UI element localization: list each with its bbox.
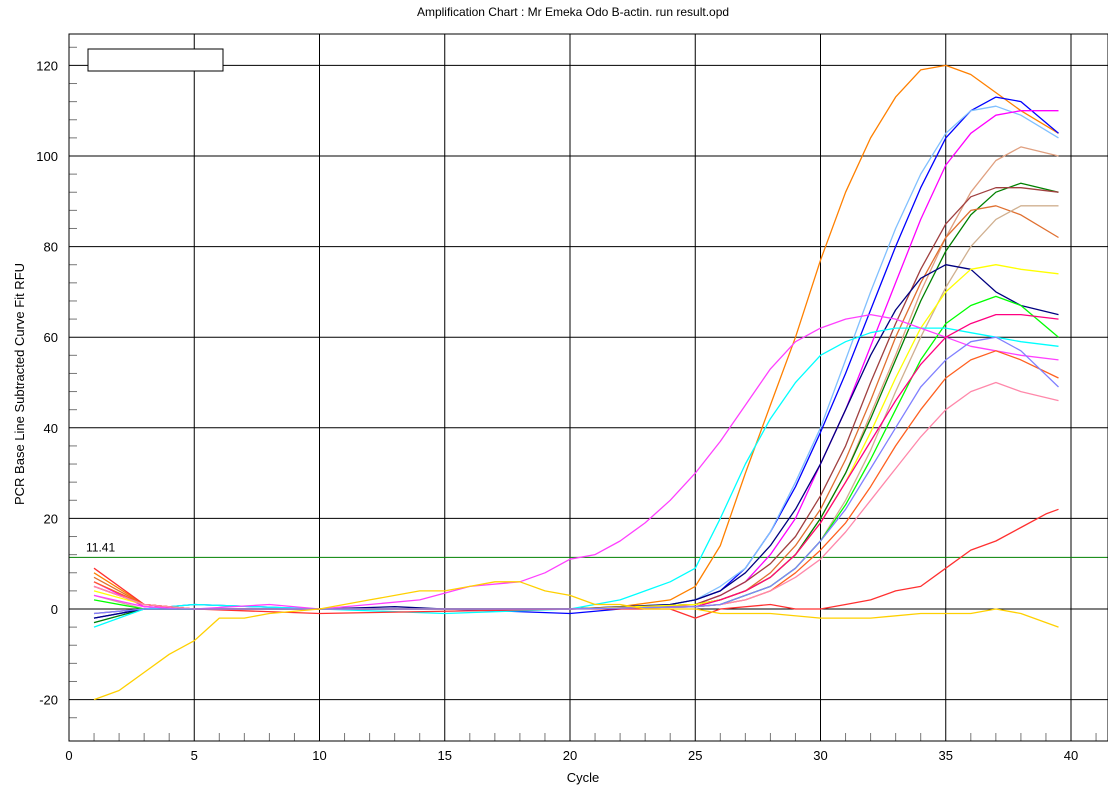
series-line-3 [93,105,1059,624]
y-tick-label: 120 [36,58,58,73]
x-tick-label: 40 [1064,748,1078,763]
series-line-19 [93,336,1059,615]
y-tick-label: 0 [51,602,58,617]
y-tick-label: 100 [36,149,58,164]
series-line-8 [93,205,1059,610]
y-tick-labels: -20 0 20 40 60 80 100 120 [36,58,58,707]
x-tick-labels: 0 5 10 15 20 25 30 35 40 [65,748,1078,763]
threshold-label: 11.41 [86,540,115,554]
series-lines [93,64,1059,701]
x-tick-label: 35 [939,748,953,763]
x-tick-label: 15 [438,748,452,763]
series-line-15 [93,313,1059,610]
y-tick-label: 20 [44,511,58,526]
plot-frame [68,33,1108,742]
series-line-14 [93,313,1059,610]
y-tick-label: 40 [44,421,58,436]
series-line-2 [93,96,1059,619]
series-line-9 [93,205,1059,610]
x-tick-label: 0 [65,748,72,763]
series-line-20 [93,581,1059,701]
x-tick-label: 5 [191,748,198,763]
series-line-16 [93,508,1059,619]
y-axis-label: PCR Base Line Subtracted Curve Fit RFU [12,263,27,505]
y-tick-label: 80 [44,240,58,255]
x-tick-label: 30 [813,748,827,763]
x-tick-label: 10 [312,748,326,763]
series-line-17 [93,350,1059,610]
series-line-10 [93,264,1059,619]
series-line-4 [93,110,1059,610]
x-tick-label: 25 [688,748,702,763]
y-tick-label: -20 [39,693,58,708]
grid-lines [69,34,1108,741]
threshold-line: 11.41 [69,540,1108,558]
series-line-18 [93,381,1059,610]
y-tick-label: 60 [44,330,58,345]
minor-ticks [69,46,1097,741]
series-line-13 [93,327,1059,628]
series-line-6 [93,182,1059,624]
series-line-5 [93,146,1059,610]
x-axis-label: Cycle [567,770,600,785]
legend-box [87,48,224,72]
series-line-7 [93,187,1059,615]
chart-title: Amplification Chart : Mr Emeka Odo B-act… [417,5,729,19]
x-tick-label: 20 [563,748,577,763]
series-line-12 [93,295,1059,610]
